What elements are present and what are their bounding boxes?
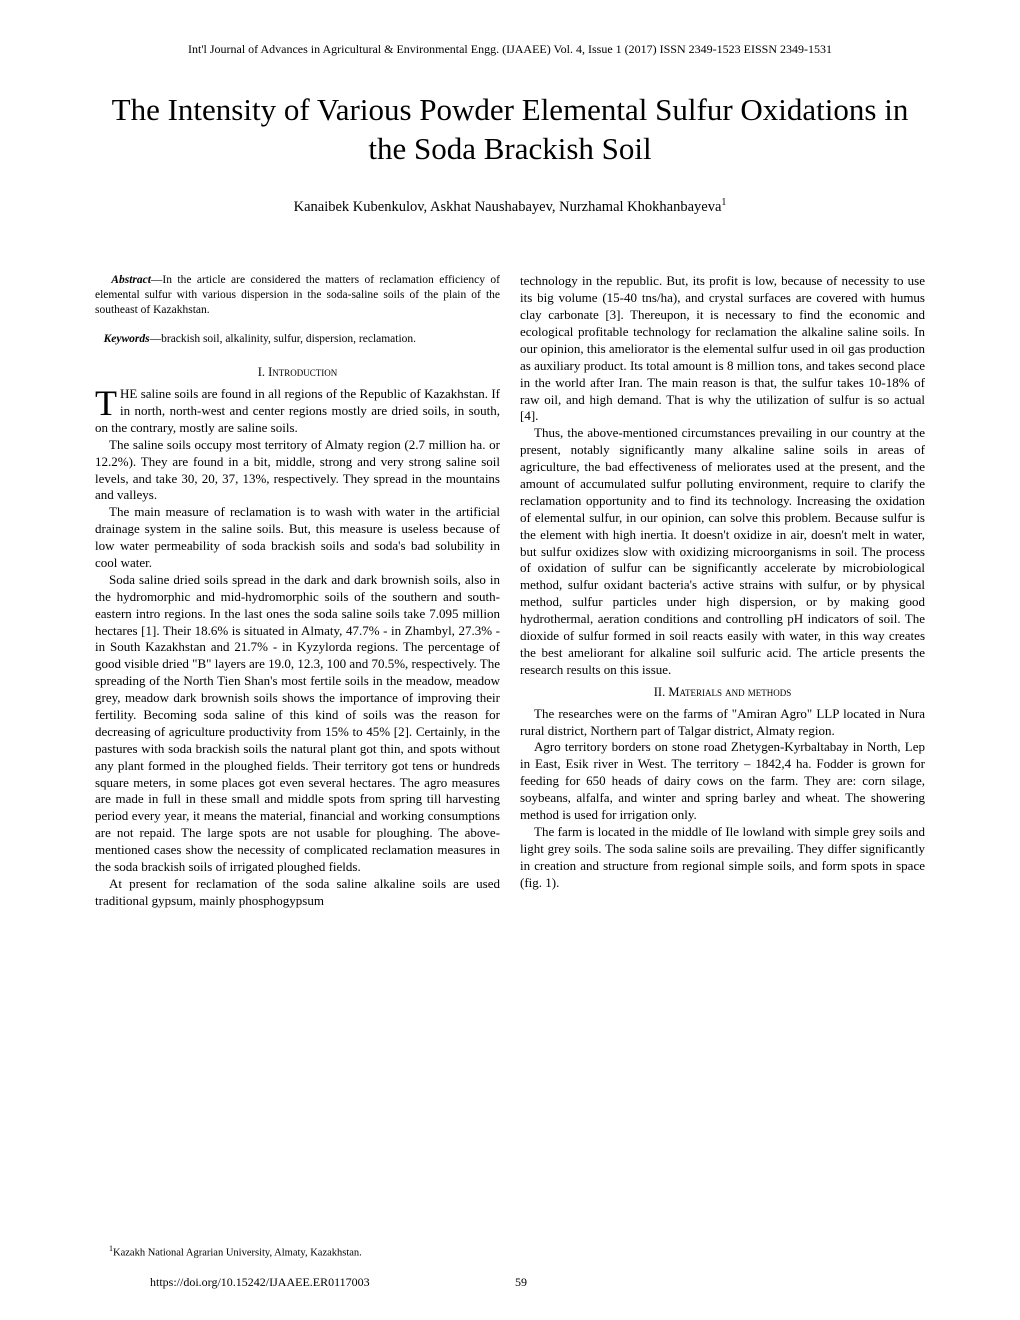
abstract-label: Abstract bbox=[111, 274, 151, 286]
authors-names: Kanaibek Kubenkulov, Askhat Naushabayev,… bbox=[294, 198, 722, 214]
intro-p1-text: HE saline soils are found in all regions… bbox=[95, 386, 500, 435]
drop-cap: T bbox=[95, 386, 120, 418]
section-heading-intro: I. Introduction bbox=[95, 365, 500, 380]
authors-affiliation-sup: 1 bbox=[721, 197, 726, 208]
content-columns: Abstract—In the article are considered t… bbox=[95, 273, 925, 909]
keywords: Keywords—brackish soil, alkalinity, sulf… bbox=[95, 332, 500, 347]
methods-para-2: Agro territory borders on stone road Zhe… bbox=[520, 739, 925, 823]
abstract: Abstract—In the article are considered t… bbox=[95, 273, 500, 318]
col2-body: technology in the republic. But, its pro… bbox=[520, 273, 925, 678]
intro-para-3: The main measure of reclamation is to wa… bbox=[95, 504, 500, 572]
intro-para-2: The saline soils occupy most territory o… bbox=[95, 437, 500, 505]
journal-header: Int'l Journal of Advances in Agricultura… bbox=[95, 42, 925, 57]
paper-title: The Intensity of Various Powder Elementa… bbox=[95, 91, 925, 169]
footnote: 1Kazakh National Agrarian University, Al… bbox=[109, 1244, 362, 1259]
col2-para-1: technology in the republic. But, its pro… bbox=[520, 273, 925, 425]
methods-body: The researches were on the farms of "Ami… bbox=[520, 706, 925, 892]
right-column: technology in the republic. But, its pro… bbox=[520, 273, 925, 909]
keywords-text: —brackish soil, alkalinity, sulfur, disp… bbox=[150, 333, 416, 345]
page-number: 59 bbox=[510, 1275, 527, 1290]
section-heading-methods: II. Materials and methods bbox=[520, 685, 925, 700]
methods-para-3: The farm is located in the middle of Ile… bbox=[520, 824, 925, 892]
authors: Kanaibek Kubenkulov, Askhat Naushabayev,… bbox=[95, 197, 925, 216]
intro-para-5: At present for reclamation of the soda s… bbox=[95, 876, 500, 910]
col2-para-2: Thus, the above-mentioned circumstances … bbox=[520, 425, 925, 678]
footnote-text: Kazakh National Agrarian University, Alm… bbox=[113, 1247, 362, 1258]
doi-link: https://doi.org/10.15242/IJAAEE.ER011700… bbox=[95, 1275, 510, 1290]
intro-para-4: Soda saline dried soils spread in the da… bbox=[95, 572, 500, 876]
footer: https://doi.org/10.15242/IJAAEE.ER011700… bbox=[0, 1275, 1020, 1290]
keywords-label: Keywords bbox=[104, 333, 150, 345]
methods-para-1: The researches were on the farms of "Ami… bbox=[520, 706, 925, 740]
intro-para-1: THE saline soils are found in all region… bbox=[95, 386, 500, 437]
left-column: Abstract—In the article are considered t… bbox=[95, 273, 500, 909]
abstract-text: —In the article are considered the matte… bbox=[95, 274, 500, 316]
intro-body: THE saline soils are found in all region… bbox=[95, 386, 500, 910]
